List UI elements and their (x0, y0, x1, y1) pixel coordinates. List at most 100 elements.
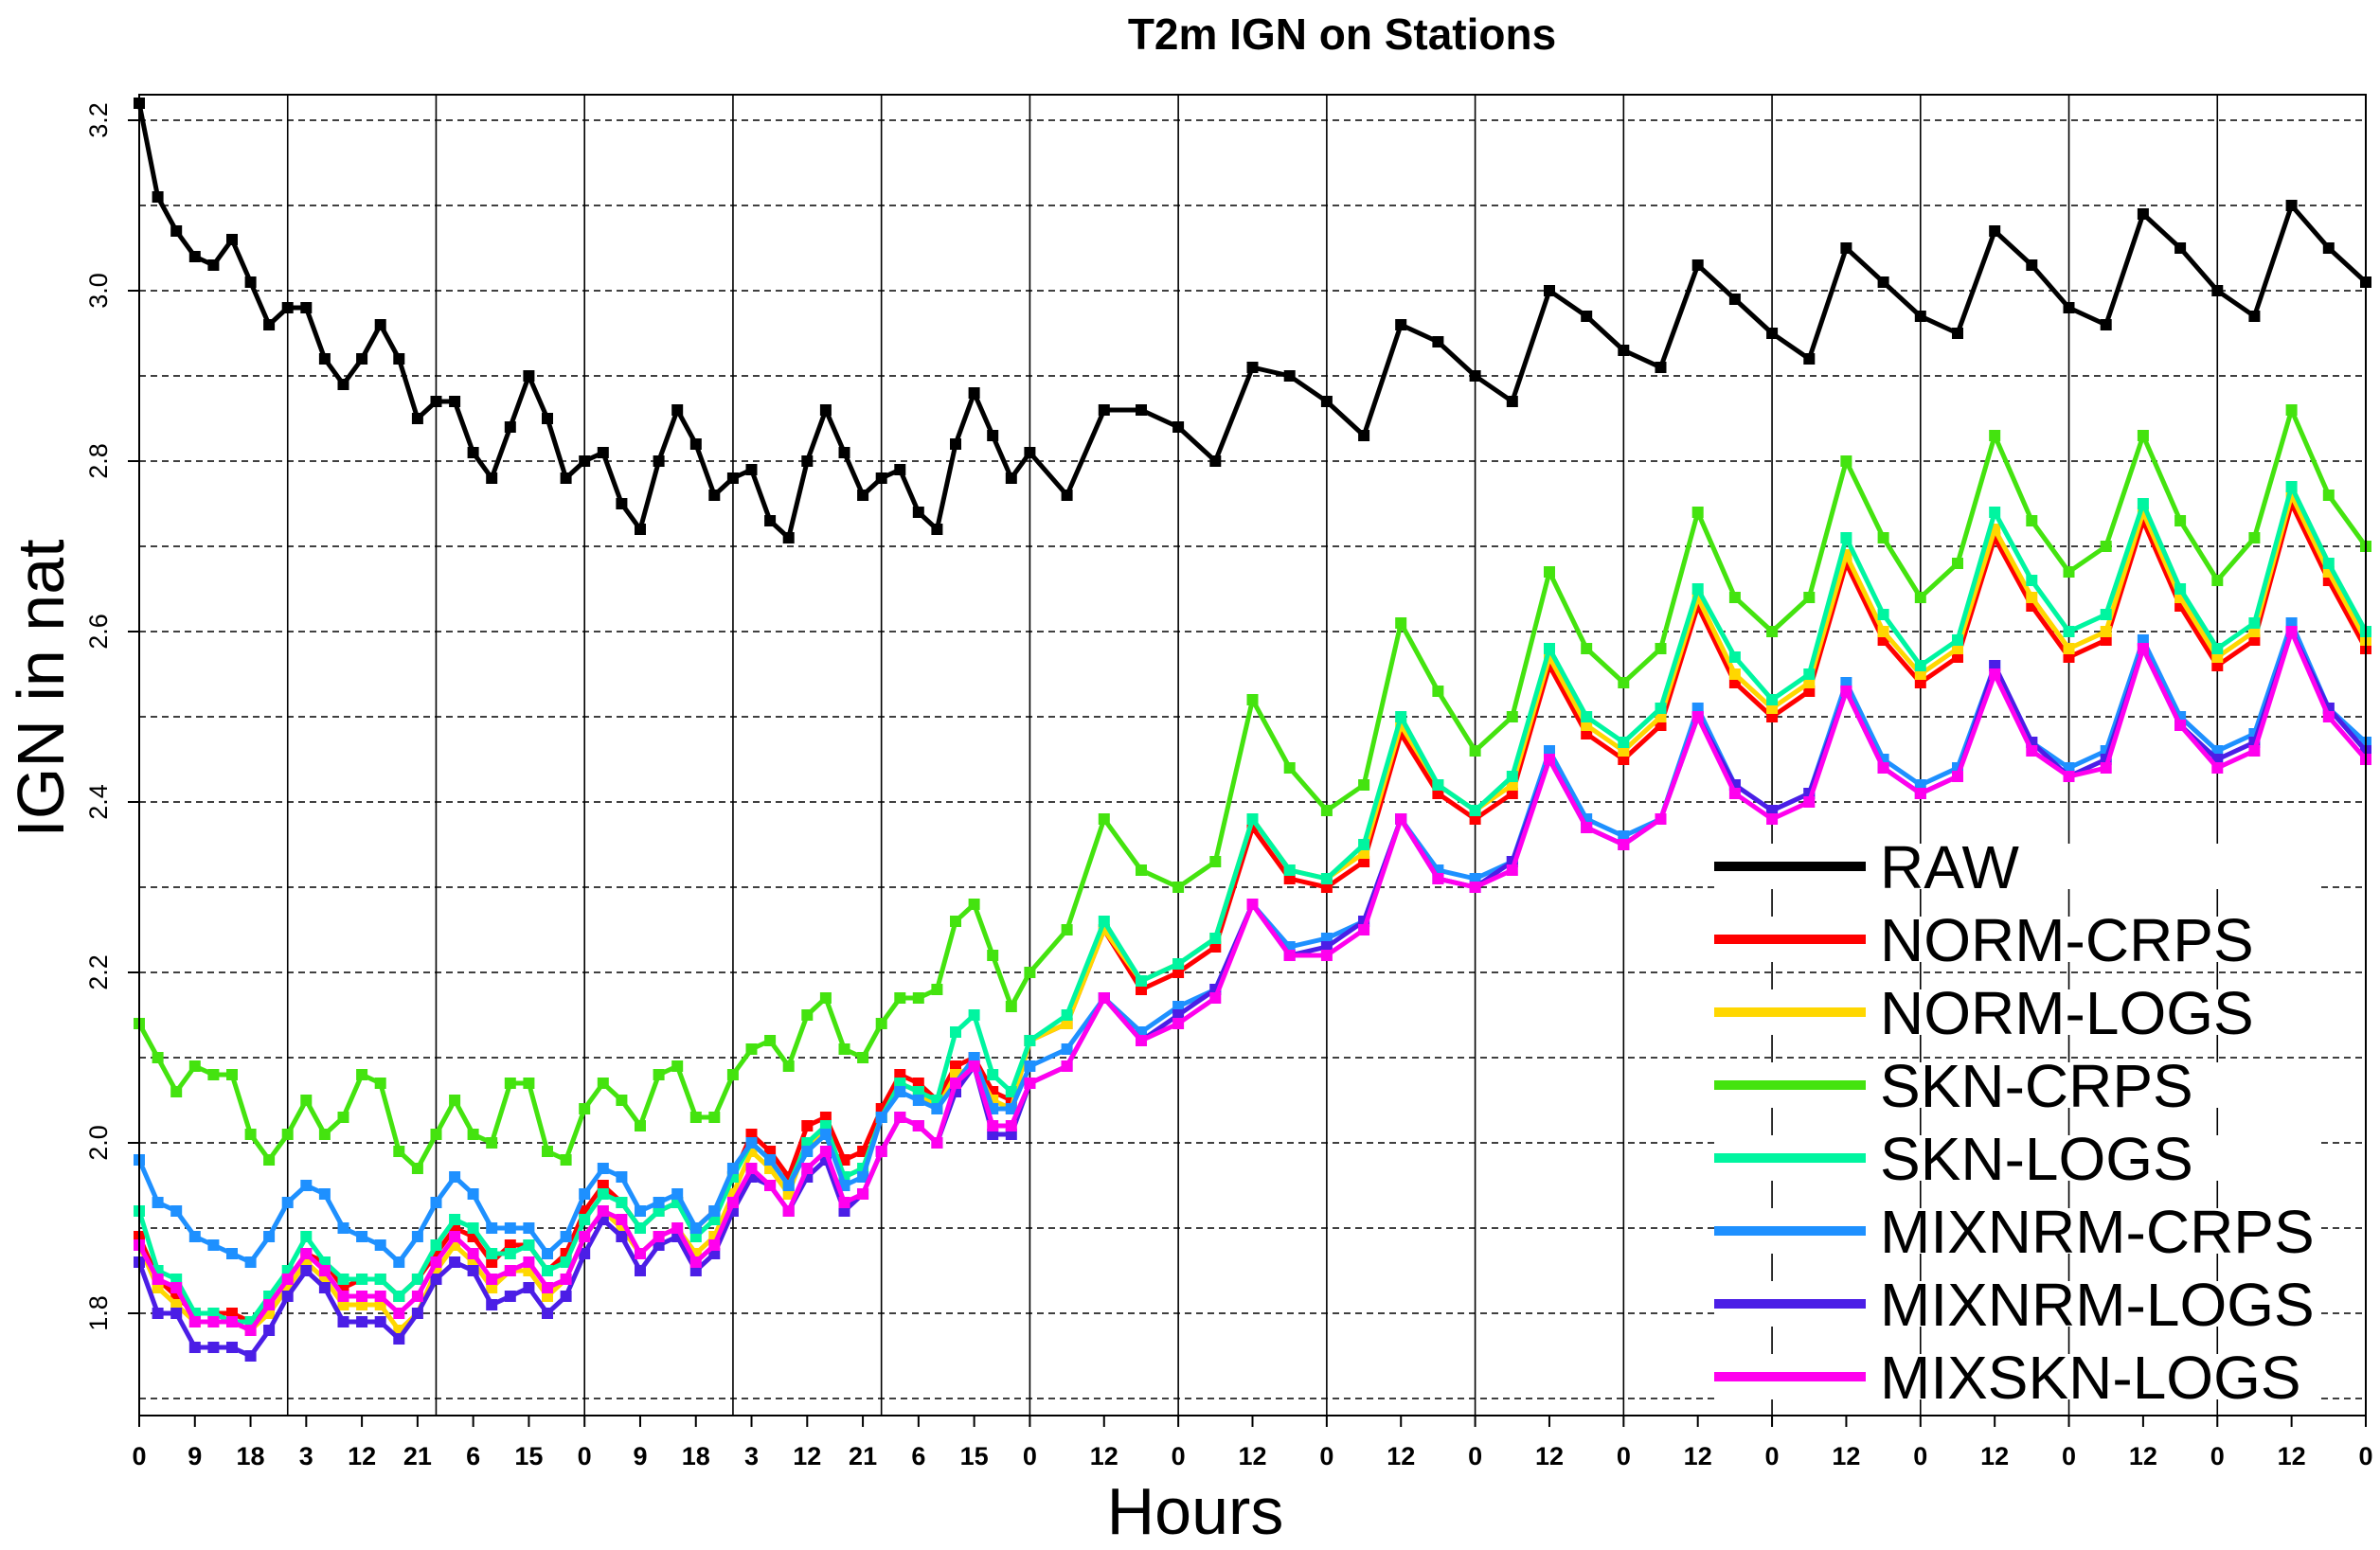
legend-label: NORM-CRPS (1880, 906, 2254, 974)
data-point (1432, 336, 1444, 347)
data-point (2100, 626, 2112, 637)
data-point (1005, 1001, 1017, 1012)
data-point (523, 1256, 535, 1268)
x-tick-label: 12 (1238, 1442, 1266, 1470)
data-point (708, 1239, 721, 1251)
data-point (912, 1120, 924, 1131)
data-point (2248, 311, 2261, 322)
data-point (300, 1231, 313, 1242)
data-point (745, 464, 758, 475)
data-point (523, 1078, 535, 1089)
data-point (1655, 703, 1667, 714)
data-point (449, 1214, 461, 1225)
x-tick-label: 9 (188, 1442, 202, 1470)
data-point (819, 404, 832, 416)
data-point (968, 899, 980, 910)
data-point (504, 1222, 516, 1234)
data-point (2026, 259, 2038, 271)
data-point (207, 1316, 220, 1327)
data-point (1098, 992, 1110, 1004)
data-point (207, 1069, 220, 1080)
data-point (2248, 617, 2261, 629)
data-point (2285, 404, 2298, 416)
data-point (819, 1146, 832, 1157)
data-point (1989, 225, 2001, 237)
data-point (653, 1197, 665, 1208)
data-point (188, 1342, 201, 1353)
data-point (616, 1214, 628, 1225)
legend-label: NORM-LOGS (1880, 979, 2254, 1047)
data-point (782, 532, 795, 543)
data-point (2248, 745, 2261, 757)
data-point (356, 1069, 368, 1080)
x-tick-label: 18 (682, 1442, 710, 1470)
data-point (1358, 430, 1370, 441)
data-point (894, 992, 906, 1004)
data-point (449, 1095, 461, 1106)
data-point (1840, 242, 1852, 254)
data-point (337, 1316, 349, 1327)
data-point (579, 1248, 591, 1259)
data-point (1061, 490, 1073, 501)
data-point (486, 1248, 498, 1259)
data-point (1544, 566, 1555, 578)
data-point (207, 1239, 220, 1251)
data-point (1469, 805, 1481, 816)
data-point (2063, 302, 2075, 313)
data-point (2137, 430, 2149, 441)
data-point (1005, 1086, 1017, 1097)
data-point (838, 1197, 850, 1208)
data-point (281, 1129, 294, 1140)
data-point (1209, 856, 1222, 867)
data-point (1320, 950, 1333, 961)
data-point (281, 1274, 294, 1285)
data-point (356, 353, 368, 365)
data-point (504, 1078, 516, 1089)
data-point (597, 447, 609, 458)
data-point (2174, 242, 2187, 254)
data-point (2211, 575, 2224, 586)
data-point (671, 1222, 684, 1234)
data-point (857, 1188, 869, 1200)
data-point (2174, 515, 2187, 526)
data-point (1024, 1035, 1036, 1046)
data-point (1728, 788, 1741, 799)
data-point (597, 1188, 609, 1200)
data-point (1618, 345, 1630, 356)
data-point (764, 515, 777, 526)
data-point (1098, 404, 1110, 416)
data-point (857, 1171, 869, 1183)
data-point (504, 421, 516, 433)
data-point (170, 1282, 183, 1293)
data-point (542, 413, 553, 424)
data-point (393, 1308, 405, 1319)
data-point (356, 1291, 368, 1302)
data-point (708, 490, 721, 501)
chart-title: T2m IGN on Stations (1128, 9, 1556, 59)
data-point (2211, 643, 2224, 654)
data-point (411, 1308, 423, 1319)
data-point (244, 1325, 257, 1336)
data-point (1136, 975, 1147, 987)
data-point (393, 1146, 405, 1157)
data-point (560, 1256, 572, 1268)
data-point (486, 1222, 498, 1234)
y-tick-label: 2.0 (84, 1125, 113, 1161)
data-point (152, 1052, 164, 1063)
data-point (2100, 319, 2112, 330)
data-point (207, 259, 220, 271)
legend-label: MIXNRM-LOGS (1880, 1271, 2315, 1339)
data-point (1581, 643, 1593, 654)
data-point (560, 1231, 572, 1242)
x-tick-label: 21 (849, 1442, 877, 1470)
x-tick-label: 6 (466, 1442, 480, 1470)
legend-label: MIXNRM-CRPS (1880, 1198, 2315, 1266)
x-tick-label: 0 (1172, 1442, 1186, 1470)
data-point (486, 1137, 498, 1149)
data-point (1840, 686, 1852, 697)
data-point (1952, 328, 1963, 339)
data-point (467, 1129, 479, 1140)
data-point (1581, 311, 1593, 322)
data-point (1469, 370, 1481, 382)
data-point (950, 916, 961, 927)
